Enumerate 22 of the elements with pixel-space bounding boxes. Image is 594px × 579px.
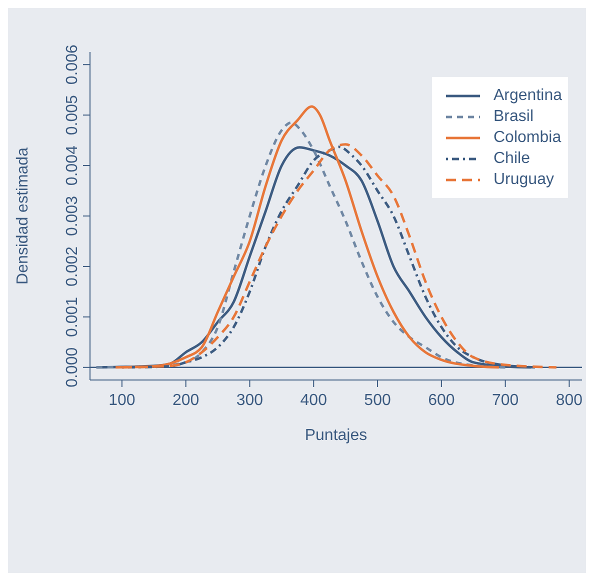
- y-tick-label: 0.000: [64, 347, 81, 388]
- x-tick-label: 100: [108, 392, 136, 409]
- y-axis-title: Densidad estimada: [14, 147, 32, 284]
- legend-label: Chile: [494, 150, 530, 168]
- x-tick-label: 300: [236, 392, 264, 409]
- y-tick-label: 0.001: [64, 296, 81, 337]
- x-axis-title: Puntajes: [304, 427, 368, 444]
- y-tick-label: 0.006: [64, 44, 81, 85]
- x-tick-label: 800: [556, 392, 583, 409]
- x-tick-label: 400: [300, 392, 328, 409]
- x-tick-label: 700: [492, 392, 519, 409]
- legend-label: Brasil: [494, 108, 534, 126]
- y-tick-label: 0.003: [64, 196, 81, 236]
- y-tick-label: 0.004: [64, 145, 81, 186]
- x-tick-label: 600: [428, 392, 455, 409]
- y-tick-label: 0.005: [64, 94, 81, 136]
- legend-label: Argentina: [494, 86, 562, 104]
- x-tick-label: 200: [172, 392, 200, 409]
- x-tick-label: 500: [364, 392, 391, 409]
- legend-label: Uruguay: [494, 170, 554, 188]
- y-tick-label: 0.002: [64, 246, 81, 286]
- legend-label: Colombia: [494, 128, 562, 146]
